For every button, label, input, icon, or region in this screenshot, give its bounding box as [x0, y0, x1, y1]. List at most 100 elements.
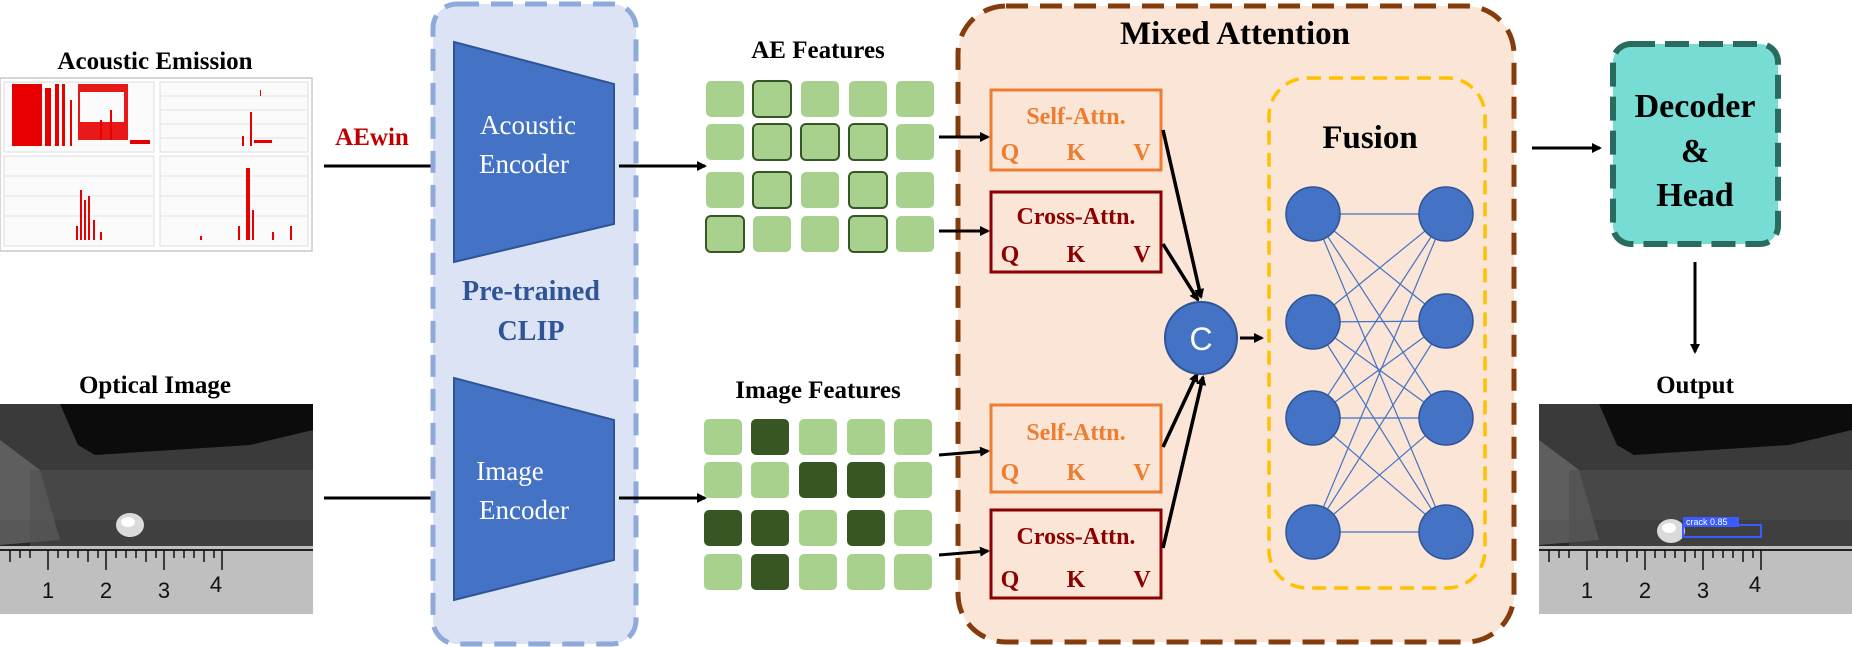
ruler-number-3: 3 — [158, 578, 170, 603]
fusion-output-node — [1418, 390, 1474, 446]
image-self-attn-block: Self-Attn. Q K V — [989, 403, 1163, 494]
image-feature-cell — [704, 419, 742, 455]
optical-image-title: Optical Image — [79, 372, 231, 399]
ae-self-attn-block: Self-Attn. Q K V — [989, 88, 1163, 172]
image-encoder-line-1: Image — [476, 456, 543, 486]
image-encoder: Image Encoder — [453, 376, 615, 602]
ae-feature-cell — [706, 81, 744, 117]
decoder-label-line-1: Decoder — [1635, 88, 1756, 125]
image-feature-cell — [894, 554, 932, 590]
image-self-attn-k: K — [1067, 460, 1086, 486]
image-self-attn-v: V — [1133, 460, 1151, 486]
ae-feature-cell — [896, 172, 934, 208]
image-feature-cell — [847, 419, 885, 455]
ae-cross-attn-label: Cross-Attn. — [1017, 204, 1136, 230]
image-feature-cell — [799, 419, 837, 455]
image-self-attn-q: Q — [1001, 460, 1020, 486]
ruler-number-2: 2 — [100, 578, 112, 603]
fusion-output-node — [1418, 504, 1474, 560]
ae-panel-4 — [159, 155, 309, 247]
image-features-title: Image Features — [735, 377, 901, 404]
image-feature-cell — [704, 462, 742, 498]
ae-feature-cell — [848, 123, 888, 161]
image-feature-cell — [704, 510, 742, 546]
image-feature-cell — [751, 462, 789, 498]
image-feature-cell — [751, 554, 789, 590]
ae-cross-attn-v: V — [1133, 242, 1151, 268]
image-feature-cell — [799, 510, 837, 546]
ae-panel-3 — [3, 155, 155, 247]
image-feature-cell — [894, 510, 932, 546]
concat-node — [1164, 301, 1238, 375]
output-ruler-number-4: 4 — [1749, 572, 1761, 597]
fusion-title: Fusion — [1322, 120, 1417, 156]
arrow-ae-cross-to-concat — [1161, 243, 1200, 302]
arrow-image-cross-to-concat — [1161, 375, 1207, 549]
fusion-input-node — [1285, 504, 1341, 560]
fusion-output-node — [1418, 186, 1474, 242]
acoustic-encoder-line-2: Encoder — [479, 149, 569, 179]
image-cross-attn-q: Q — [1001, 567, 1020, 593]
ae-self-attn-q: Q — [1001, 140, 1020, 166]
ae-feature-cell — [800, 123, 840, 161]
ae-feature-cell — [896, 124, 934, 160]
ae-feature-cell — [849, 81, 887, 117]
fusion-input-node — [1285, 390, 1341, 446]
image-cross-attn-v: V — [1133, 567, 1151, 593]
ae-feature-cell — [848, 171, 888, 209]
decoder-label-line-2: & — [1681, 133, 1709, 170]
ae-feature-cell — [896, 216, 934, 252]
acoustic-emission-title: Acoustic Emission — [57, 48, 252, 75]
image-feature-cell — [751, 510, 789, 546]
ae-feature-cell — [896, 81, 934, 117]
image-feature-cell — [894, 419, 932, 455]
decoder-label-line-3: Head — [1656, 177, 1734, 214]
optical-image-photo: 1 2 3 4 — [0, 404, 313, 614]
ae-cross-attn-k: K — [1067, 242, 1086, 268]
image-self-attn-label: Self-Attn. — [1026, 420, 1125, 446]
image-cross-attn-k: K — [1067, 567, 1086, 593]
image-feature-cell — [847, 554, 885, 590]
fusion-output-node — [1418, 293, 1474, 349]
arrow-image-self-to-concat — [1161, 372, 1199, 448]
image-feature-cell — [704, 554, 742, 590]
ae-cross-attn-block: Cross-Attn. Q K V — [989, 190, 1163, 274]
ae-panel-2 — [159, 81, 309, 153]
output-title: Output — [1656, 372, 1734, 399]
fusion-container — [1267, 76, 1487, 590]
image-feature-cell — [847, 510, 885, 546]
ae-self-attn-k: K — [1067, 140, 1086, 166]
image-encoder-line-2: Encoder — [479, 495, 569, 525]
ae-feature-cell — [801, 81, 839, 117]
ae-self-attn-label: Self-Attn. — [1026, 104, 1125, 130]
ae-panel-1 — [3, 81, 155, 153]
ae-feature-cell — [706, 124, 744, 160]
detection-label: crack 0.85 — [1686, 517, 1728, 527]
pretrained-clip-line-1: Pre-trained — [462, 276, 600, 307]
ae-features-title: AE Features — [751, 37, 885, 64]
ae-feature-cell — [752, 171, 792, 209]
ae-features-grid — [705, 80, 934, 253]
image-cross-attn-block: Cross-Attn. Q K V — [989, 508, 1163, 600]
ae-feature-cell — [752, 80, 792, 118]
acoustic-emission-thumbnail — [0, 77, 313, 252]
decoder-head-block — [1610, 41, 1781, 247]
arrow-image-to-self-attn — [938, 446, 990, 457]
ruler-number-1: 1 — [42, 578, 54, 603]
image-feature-cell — [751, 419, 789, 455]
mixed-attention-title: Mixed Attention — [1120, 16, 1350, 52]
ae-feature-cell — [706, 172, 744, 208]
arrow-ae-self-to-concat — [1161, 129, 1205, 299]
ae-feature-cell — [753, 216, 791, 252]
fusion-input-node — [1285, 294, 1341, 350]
image-feature-cell — [847, 462, 885, 498]
output-ruler-number-2: 2 — [1639, 578, 1651, 603]
image-features-grid — [704, 419, 932, 590]
aewin-label: AEwin — [335, 124, 409, 151]
ae-cross-attn-q: Q — [1001, 242, 1020, 268]
acoustic-encoder-line-1: Acoustic — [480, 110, 576, 140]
acoustic-encoder: Acoustic Encoder — [453, 40, 615, 264]
arrow-image-to-cross-attn — [938, 546, 990, 557]
